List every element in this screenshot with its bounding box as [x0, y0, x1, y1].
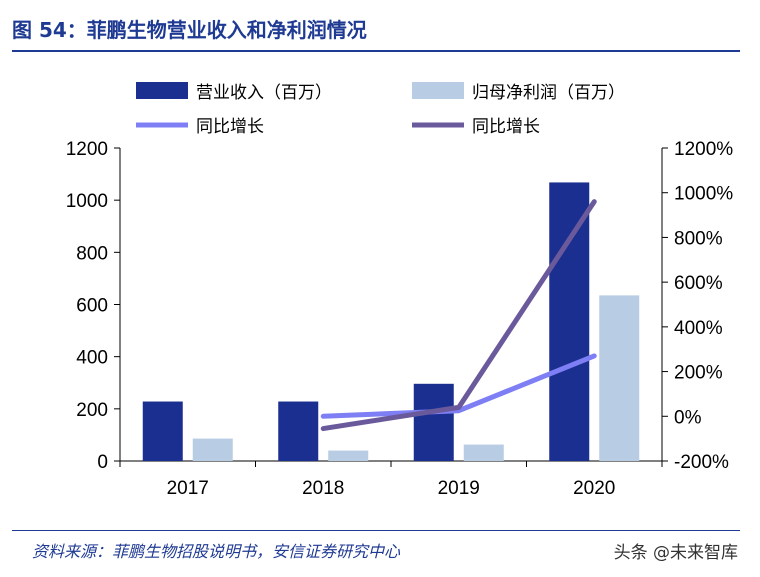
x-tick-label: 2018 [302, 478, 344, 499]
bar-net-profit [328, 450, 369, 461]
left-tick-label: 400 [76, 348, 108, 369]
left-tick-label: 0 [97, 452, 108, 473]
title-divider [12, 50, 740, 52]
source-note: 资料来源：菲鹏生物招股说明书，安信证券研究中心 [32, 542, 401, 561]
footer-divider [12, 530, 740, 531]
bar-revenue [278, 401, 319, 461]
left-tick-label: 1200 [66, 139, 108, 160]
right-tick-label: 1200% [674, 139, 733, 160]
legend-profit-growth-label: 同比增长 [472, 117, 540, 137]
bar-revenue [142, 401, 183, 461]
bar-revenue [413, 383, 454, 461]
right-tick-label: 200% [674, 363, 723, 384]
right-tick-label: 800% [674, 228, 723, 249]
left-tick-label: 200 [76, 400, 108, 421]
bar-net-profit [192, 438, 233, 461]
x-tick-label: 2019 [438, 478, 480, 499]
watermark: 头条 @未来智库 [613, 543, 738, 563]
right-tick-label: 400% [674, 318, 723, 339]
right-tick-label: 0% [674, 407, 702, 428]
legend-net-profit-label: 归母净利润（百万） [472, 83, 625, 103]
chart-title: 图 54：菲鹏生物营业收入和净利润情况 [12, 18, 367, 42]
growth-line-revenue [320, 353, 597, 419]
right-tick-label: 600% [674, 273, 723, 294]
bar-revenue [549, 182, 590, 461]
legend-revenue-label: 营业收入（百万） [196, 83, 332, 103]
growth-line-net-profit [320, 199, 597, 432]
left-tick-label: 1000 [66, 191, 108, 212]
bar-net-profit [599, 295, 640, 461]
right-tick-label: -200% [674, 452, 729, 473]
legend-revenue-swatch [136, 82, 188, 99]
x-tick-label: 2020 [573, 478, 615, 499]
legend-revenue-growth-label: 同比增长 [196, 117, 264, 137]
left-tick-label: 800 [76, 243, 108, 264]
right-tick-label: 1000% [674, 184, 733, 205]
x-tick-label: 2017 [167, 478, 209, 499]
legend-net-profit-swatch [412, 82, 464, 99]
left-tick-label: 600 [76, 296, 108, 317]
bar-net-profit [463, 444, 504, 461]
